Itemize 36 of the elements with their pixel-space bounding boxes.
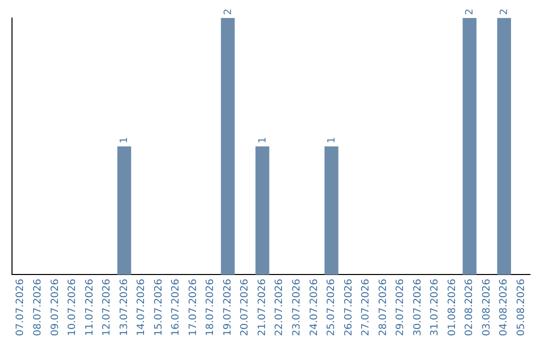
x-tick-label: 04.08.2026 (498, 278, 510, 336)
x-tick-label: 22.07.2026 (274, 278, 286, 336)
x-tick-label: 09.07.2026 (50, 278, 61, 336)
x-tick-label: 02.08.2026 (464, 278, 476, 336)
x-tick-label: 10.07.2026 (67, 278, 78, 336)
x-tick-label: 01.08.2026 (446, 278, 458, 336)
x-tick-label: 20.07.2026 (240, 278, 251, 336)
x-tick-label: 27.07.2026 (360, 278, 372, 336)
x-tick-label: 19.07.2026 (222, 278, 234, 336)
x-tick-label: 11.07.2026 (84, 278, 96, 336)
x-tick-label: 12.07.2026 (102, 278, 113, 336)
x-tick-label: 08.07.2026 (32, 278, 44, 336)
x-tick-label: 24.07.2026 (308, 278, 320, 336)
x-tick-label: 13.07.2026 (118, 278, 130, 336)
x-tick-label: 31.07.2026 (430, 278, 441, 336)
x-tick-label: 23.07.2026 (291, 278, 302, 336)
x-tick-label: 25.07.2026 (326, 278, 338, 336)
x-tick-label: 14.07.2026 (136, 278, 148, 336)
data-label: 2 (222, 8, 234, 15)
data-label: 1 (119, 136, 130, 144)
data-label: 1 (326, 136, 338, 144)
x-tick-label: 07.07.2026 (15, 278, 26, 336)
x-tick-label: 26.07.2026 (343, 278, 354, 336)
data-label: 1 (257, 136, 268, 144)
data-label: 2 (499, 8, 510, 15)
x-tick-label: 16.07.2026 (170, 278, 182, 336)
x-tick-label: 05.08.2026 (516, 278, 527, 336)
x-tick-label: 18.07.2026 (205, 278, 216, 336)
x-tick-label: 17.07.2026 (188, 278, 199, 336)
x-tick-label: 21.07.2026 (256, 278, 268, 336)
x-tick-label: 03.08.2026 (481, 278, 492, 336)
data-label: 2 (464, 8, 476, 15)
x-tick-label: 30.07.2026 (412, 278, 424, 336)
x-tick-label: 15.07.2026 (153, 278, 164, 336)
x-tick-label: 29.07.2026 (395, 278, 406, 336)
x-tick-label: 28.07.2026 (378, 278, 389, 336)
